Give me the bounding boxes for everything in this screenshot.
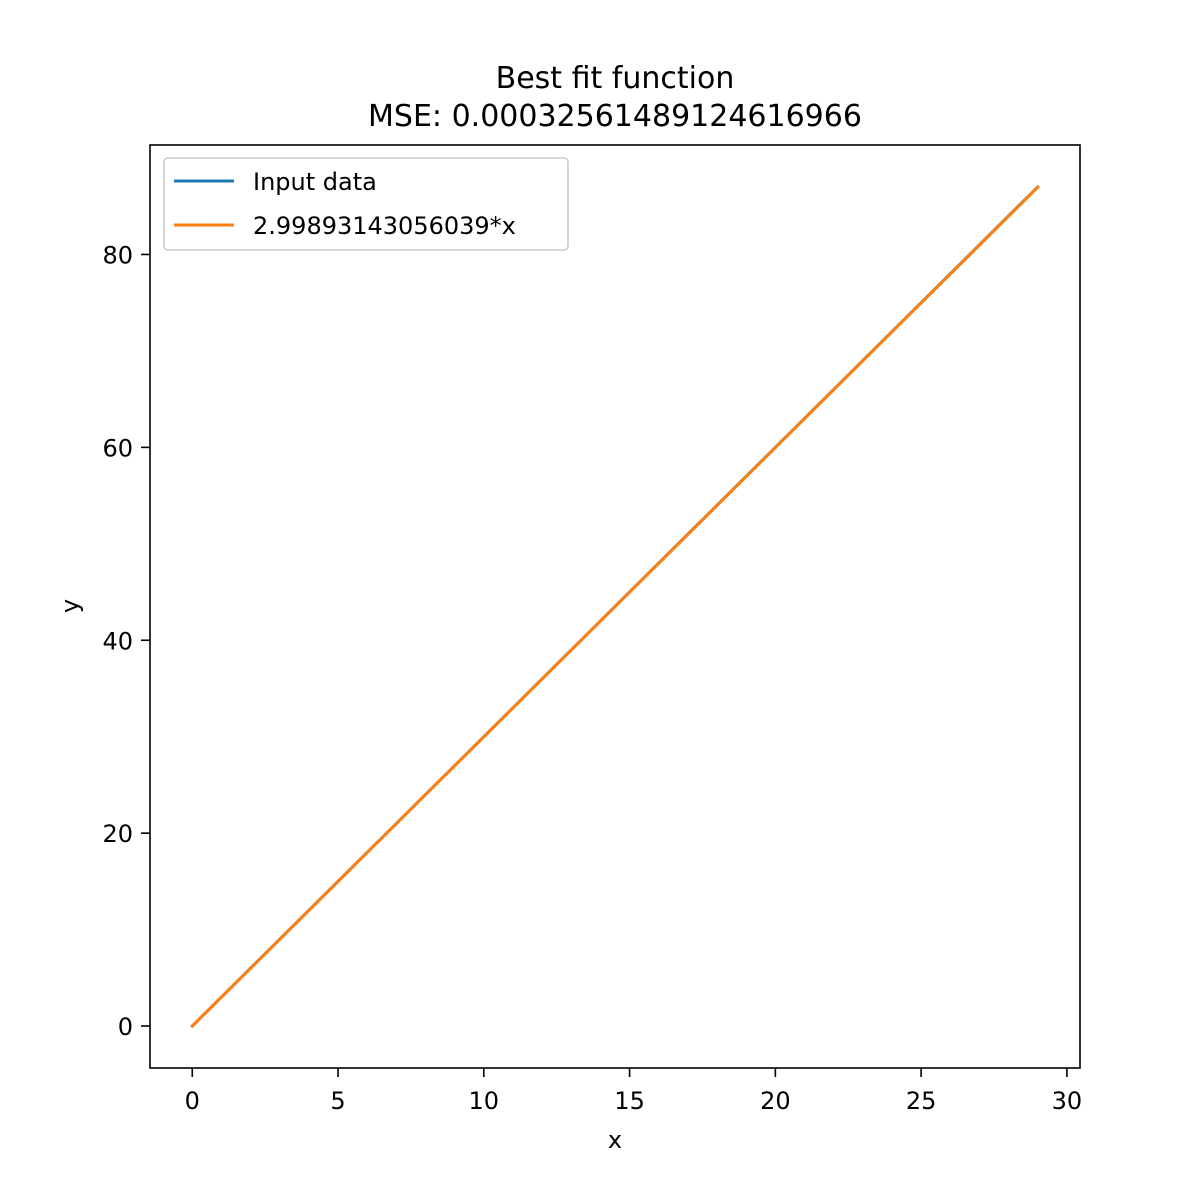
y-tick-label: 40 xyxy=(102,627,133,655)
plot-frame xyxy=(149,144,1081,1069)
x-tick-label: 0 xyxy=(185,1087,200,1115)
plot-lines xyxy=(190,184,1040,1029)
y-axis-label: y xyxy=(56,599,84,613)
x-tick-label: 15 xyxy=(614,1087,645,1115)
x-axis-label: x xyxy=(608,1126,622,1154)
legend: Input data 2.99893143056039*x xyxy=(163,157,569,251)
y-tick-label: 60 xyxy=(102,434,133,462)
y-axis: 0 20 40 60 80 xyxy=(102,241,150,1041)
y-tick-label: 80 xyxy=(102,241,133,269)
legend-frame xyxy=(163,157,569,251)
legend-label-series-2: 2.99893143056039*x xyxy=(253,212,516,240)
x-axis: 0 5 10 15 20 25 30 xyxy=(185,1068,1083,1115)
chart-subtitle: MSE: 0.00032561489124616966 xyxy=(368,99,862,134)
chart-title: Best fit function xyxy=(496,61,735,96)
legend-label-series-1: Input data xyxy=(253,168,377,196)
y-tick-label: 20 xyxy=(102,820,133,848)
x-tick-label: 5 xyxy=(330,1087,345,1115)
x-tick-label: 20 xyxy=(760,1087,791,1115)
x-tick-label: 10 xyxy=(469,1087,500,1115)
y-tick-label: 0 xyxy=(118,1013,133,1041)
x-tick-label: 30 xyxy=(1052,1087,1083,1115)
series-line-2 xyxy=(190,185,1040,1029)
x-tick-label: 25 xyxy=(906,1087,937,1115)
